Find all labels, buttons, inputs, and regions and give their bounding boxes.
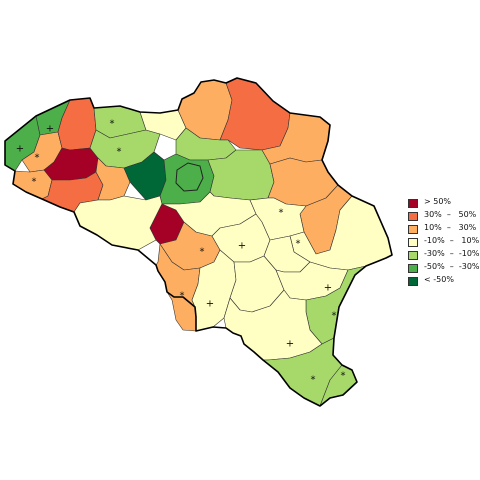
region-mark-namur: + [238, 241, 246, 252]
region-mark-eeklo: * [110, 119, 115, 130]
legend: > 50% 30% – 50% 10% – 30% -10% – 10% -30% – … [408, 197, 480, 289]
legend-swatch [408, 225, 418, 234]
legend-label: > 50% [424, 197, 452, 206]
region-mark-bastogne: * [332, 311, 337, 322]
region-mark-bruges-coast: + [46, 124, 54, 135]
legend-item: -10% – 10% [408, 236, 480, 249]
legend-label: -30% – -10% [424, 249, 480, 258]
region-mark-arlon: * [341, 371, 346, 382]
legend-swatch [408, 238, 418, 247]
legend-item: -30% – -10% [408, 249, 480, 262]
legend-label: -50% – -30% [424, 262, 480, 271]
region-mark-thuin: * [180, 291, 185, 302]
region-liege [249, 197, 307, 241]
legend-label: 10% – 30% [424, 223, 477, 232]
region-mark-neufchateau: + [286, 339, 294, 350]
region-mark-philippeville: + [206, 299, 214, 310]
legend-item: -50% – -30% [408, 262, 480, 275]
country-border [4, 77, 393, 407]
region-mark-virton: * [311, 375, 316, 386]
legend-label: -10% – 10% [424, 236, 480, 245]
legend-label: 30% – 50% [424, 210, 477, 219]
legend-label: < -50% [424, 275, 454, 284]
region-mark-huy: * [296, 239, 301, 250]
region-mark-charleroi: * [200, 247, 205, 258]
legend-item: < -50% [408, 275, 480, 288]
marks-layer: + + * * * * * * + + * * + * + * * [16, 119, 346, 386]
region-mark-marche: + [324, 283, 332, 294]
legend-swatch [408, 199, 418, 208]
region-mark-ghent: * [117, 147, 122, 158]
legend-item: 10% – 30% [408, 223, 480, 236]
region-mark-ostend-hinterland: * [35, 153, 40, 164]
region-hainaut-west [73, 195, 163, 251]
legend-swatch [408, 251, 418, 260]
legend-swatch [408, 264, 418, 273]
region-mark-liege: * [279, 208, 284, 219]
region-oudenaarde [95, 157, 131, 201]
legend-swatch [408, 212, 418, 221]
region-turnhout [219, 77, 291, 151]
legend-item: > 50% [408, 197, 480, 210]
region-mark-ypres-west: * [32, 177, 37, 188]
regions-layer [4, 77, 393, 407]
legend-swatch [408, 277, 418, 286]
brussels-ring-outline [175, 162, 204, 192]
region-mark-west-coast: + [16, 144, 24, 155]
legend-item: 30% – 50% [408, 210, 480, 223]
